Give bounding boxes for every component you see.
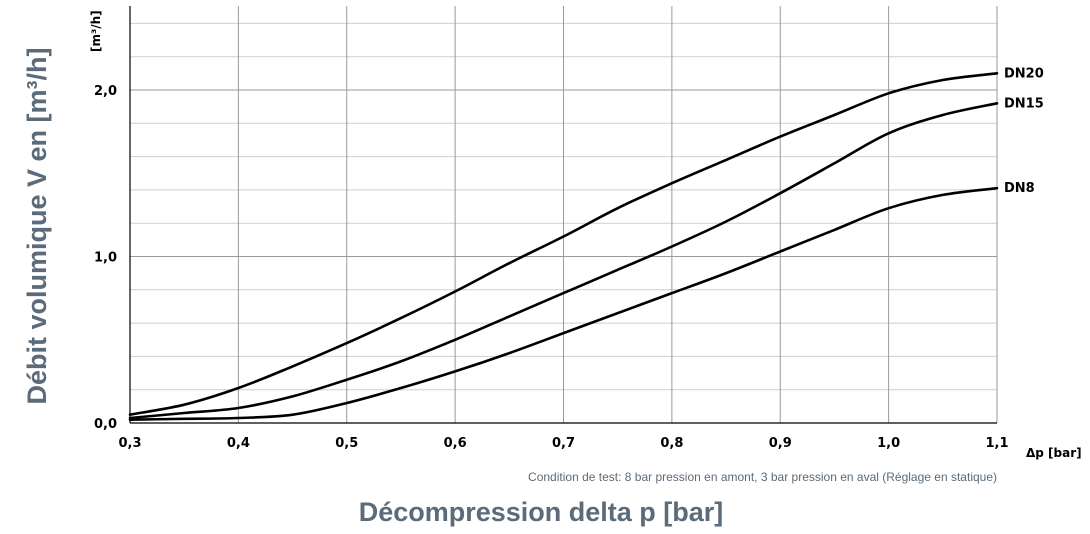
x-tick-label: 0,4 <box>227 436 250 451</box>
y-axis-title: Débit volumique V en [m³/h] <box>22 47 52 404</box>
x-unit-label: Δp [bar] <box>1026 446 1082 460</box>
x-tick-label: 0,3 <box>118 436 141 451</box>
y-tick-label: 1,0 <box>94 251 117 266</box>
test-condition-note: Condition de test: 8 bar pression en amo… <box>528 470 997 484</box>
x-tick-label: 0,7 <box>552 436 575 451</box>
x-axis-title: Décompression delta p [bar] <box>359 497 724 527</box>
y-tick-labels: 0,0 1,0 2,0 <box>94 84 117 432</box>
grid <box>129 6 998 424</box>
y-tick-label: 2,0 <box>94 84 117 99</box>
x-tick-label: 1,1 <box>985 436 1008 451</box>
series-line-dn20 <box>128 72 999 416</box>
x-tick-label: 0,9 <box>769 436 792 451</box>
series-labels: DN20 DN15 DN8 <box>1004 66 1044 196</box>
x-tick-label: 0,5 <box>335 436 358 451</box>
series-label-dn8: DN8 <box>1004 181 1035 196</box>
x-tick-label: 0,6 <box>444 436 467 451</box>
series-line-dn8 <box>128 186 999 421</box>
x-tick-labels: 0,3 0,4 0,5 0,6 0,7 0,8 0,9 1,0 1,1 <box>118 436 1008 451</box>
series-line-dn15 <box>128 102 999 420</box>
x-tick-label: 0,8 <box>660 436 683 451</box>
series-lines <box>128 72 999 421</box>
y-unit-label: [m³/h] <box>89 10 103 52</box>
series-label-dn20: DN20 <box>1004 66 1044 81</box>
y-tick-label: 0,0 <box>94 417 117 432</box>
series-label-dn15: DN15 <box>1004 96 1044 111</box>
x-tick-label: 1,0 <box>877 436 900 451</box>
